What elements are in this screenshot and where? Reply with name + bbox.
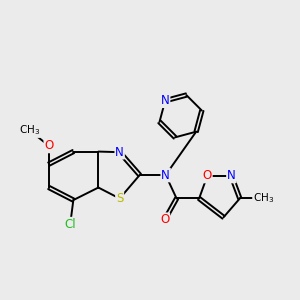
- Text: O: O: [202, 169, 212, 182]
- Text: N: N: [115, 146, 124, 159]
- Text: Cl: Cl: [64, 218, 76, 231]
- Text: N: N: [161, 94, 170, 107]
- Text: CH$_3$: CH$_3$: [253, 192, 274, 206]
- Text: methoxy: methoxy: [26, 129, 32, 130]
- Text: S: S: [116, 192, 123, 205]
- Text: N: N: [161, 169, 170, 182]
- Text: O: O: [44, 140, 54, 152]
- Text: CH$_3$: CH$_3$: [19, 123, 40, 137]
- Text: methoxy: methoxy: [25, 128, 31, 129]
- Text: O: O: [160, 213, 169, 226]
- Text: N: N: [227, 169, 236, 182]
